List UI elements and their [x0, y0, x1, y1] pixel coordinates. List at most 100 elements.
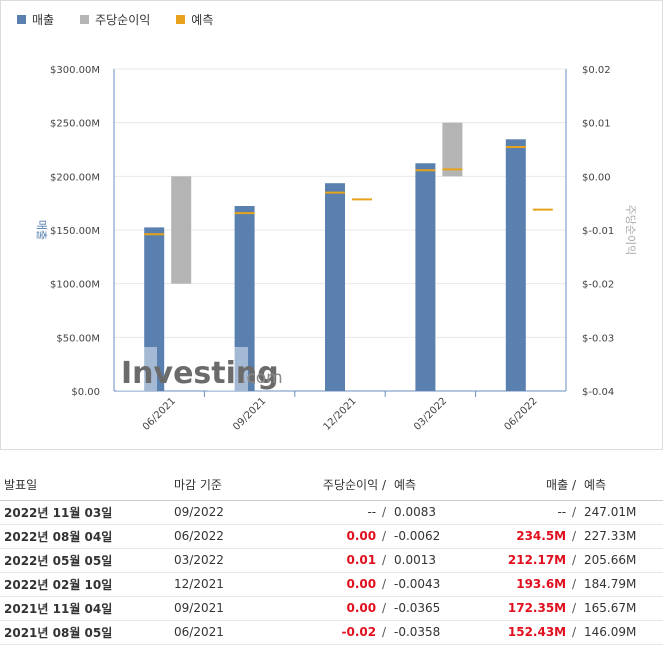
cell-period: 09/2021: [170, 596, 290, 621]
revenue-bar: [144, 227, 165, 391]
eps-value: 0.01: [346, 553, 377, 567]
right-tick-label: $-0.02: [582, 280, 614, 291]
revenue-value: 193.6M: [516, 577, 567, 591]
eps-value: 0.00: [346, 577, 377, 591]
eps-value: -0.02: [341, 625, 377, 639]
legend-item-revenue[interactable]: 매출: [17, 11, 54, 28]
cell-eps: 0.00 /: [290, 572, 390, 597]
cell-period: 03/2022: [170, 548, 290, 573]
cell-eps-forecast: -0.0358: [390, 620, 480, 645]
header-period[interactable]: 마감 기준: [170, 470, 290, 501]
cell-date: 2022년 02월 10일: [0, 572, 170, 597]
cell-eps-forecast: 0.0083: [390, 500, 480, 525]
header-eps[interactable]: 주당순이익 /: [290, 470, 390, 501]
cell-date: 2021년 08월 05일: [0, 620, 170, 645]
eps-bar: [171, 176, 192, 284]
cell-eps-forecast: 0.0013: [390, 548, 480, 573]
cell-sep: /: [571, 553, 576, 567]
cell-sep: /: [571, 529, 576, 543]
cell-eps: -0.02 /: [290, 620, 390, 645]
x-tick-label: 06/2022: [502, 396, 539, 433]
table-row: 2022년 02월 10일 12/2021 0.00 /-0.0043 193.6M …: [0, 572, 663, 597]
legend-item-forecast[interactable]: 예측: [176, 11, 213, 28]
eps-value: 0.00: [346, 529, 377, 543]
header-revenue[interactable]: 매출 /: [480, 470, 580, 501]
cell-eps-forecast: -0.0043: [390, 572, 480, 597]
cell-revenue-forecast: 205.66M: [580, 548, 663, 573]
left-tick-label: $0.00: [71, 387, 100, 398]
table-row: 2021년 08월 05일 06/2021 -0.02 /-0.0358 152.43…: [0, 620, 663, 645]
right-tick-label: $-0.03: [582, 333, 614, 344]
cell-period: 06/2021: [170, 620, 290, 645]
cell-revenue-forecast: 146.09M: [580, 620, 663, 645]
cell-sep: /: [571, 625, 576, 639]
legend-swatch-forecast: [176, 15, 186, 24]
eps-value: --: [367, 505, 377, 519]
revenue-bar: [505, 139, 526, 391]
cell-revenue: 152.43M /: [480, 620, 580, 645]
legend-swatch-eps: [80, 15, 90, 24]
revenue-value: 152.43M: [507, 625, 567, 639]
cell-sep: /: [381, 505, 386, 519]
cell-revenue: 234.5M /: [480, 524, 580, 549]
cell-revenue: 193.6M /: [480, 572, 580, 597]
table-row: 2022년 05월 05일 03/2022 0.01 /0.0013 212.17M …: [0, 548, 663, 573]
cell-revenue: 172.35M /: [480, 596, 580, 621]
cell-sep: /: [381, 601, 386, 615]
cell-period: 09/2022: [170, 500, 290, 525]
earnings-chart: 매출 주당순이익 예측 $300.00M $250.00M $200.00M $150…: [0, 0, 663, 450]
chart-plot: $300.00M $250.00M $200.00M $150.00M $100.00M…: [35, 65, 637, 433]
x-tick-label: 03/2022: [412, 396, 449, 433]
header-revenue-label: 매출: [546, 478, 569, 493]
chart-legend: 매출 주당순이익 예측: [17, 11, 213, 28]
cell-revenue-forecast: 247.01M: [580, 500, 663, 525]
legend-label: 매출: [32, 13, 55, 27]
cell-revenue-forecast: 184.79M: [580, 572, 663, 597]
cell-date: 2021년 11월 04일: [0, 596, 170, 621]
cell-sep: /: [571, 577, 576, 591]
header-date[interactable]: 발표일: [0, 470, 170, 501]
header-eps-forecast[interactable]: 예측: [390, 470, 480, 501]
table-row: 2022년 11월 03일 09/2022 -- /0.0083 -- /247.01…: [0, 500, 663, 525]
legend-swatch-revenue: [17, 15, 26, 24]
header-sep: /: [571, 478, 576, 493]
watermark-overlay: [117, 347, 157, 391]
cell-sep: /: [381, 625, 386, 639]
cell-eps: 0.01 /: [290, 548, 390, 573]
table-body: 2022년 11월 03일 09/2022 -- /0.0083 -- /247.01…: [0, 500, 663, 645]
watermark-brand: Investing: [121, 356, 279, 391]
right-tick-label: $0.01: [582, 119, 611, 130]
header-sep: /: [381, 478, 386, 493]
legend-item-eps[interactable]: 주당순이익: [80, 11, 150, 28]
right-tick-label: $-0.04: [582, 387, 614, 398]
left-tick-label: $50.00M: [56, 333, 100, 344]
revenue-value: 234.5M: [516, 529, 567, 543]
cell-date: 2022년 08월 04일: [0, 524, 170, 549]
left-tick-label: $300.00M: [50, 65, 100, 76]
cell-sep: /: [571, 505, 576, 519]
eps-value: 0.00: [346, 601, 377, 615]
revenue-bar: [415, 163, 436, 391]
left-axis-title: 매출: [35, 220, 48, 240]
cell-sep: /: [381, 529, 386, 543]
table-row: 2022년 08월 04일 06/2022 0.00 /-0.0062 234.5M …: [0, 524, 663, 549]
revenue-bar: [325, 183, 345, 391]
left-tick-label: $200.00M: [50, 172, 100, 183]
left-tick-label: $100.00M: [50, 280, 100, 291]
left-tick-label: $250.00M: [50, 119, 100, 130]
eps-bar: [442, 122, 463, 177]
cell-sep: /: [381, 553, 386, 567]
cell-sep: /: [571, 601, 576, 615]
header-revenue-forecast[interactable]: 예측: [580, 470, 663, 501]
cell-period: 06/2022: [170, 524, 290, 549]
earnings-table: 발표일 마감 기준 주당순이익 / 예측 매출 / 예측 2022년 11월 0…: [0, 470, 663, 645]
revenue-bar: [234, 206, 255, 391]
cell-date: 2022년 05월 05일: [0, 548, 170, 573]
cell-eps: -- /: [290, 500, 390, 525]
cell-revenue-forecast: 227.33M: [580, 524, 663, 549]
cell-date: 2022년 11월 03일: [0, 500, 170, 525]
cell-revenue-forecast: 165.67M: [580, 596, 663, 621]
cell-eps: 0.00 /: [290, 596, 390, 621]
cell-eps-forecast: -0.0365: [390, 596, 480, 621]
cell-period: 12/2021: [170, 572, 290, 597]
